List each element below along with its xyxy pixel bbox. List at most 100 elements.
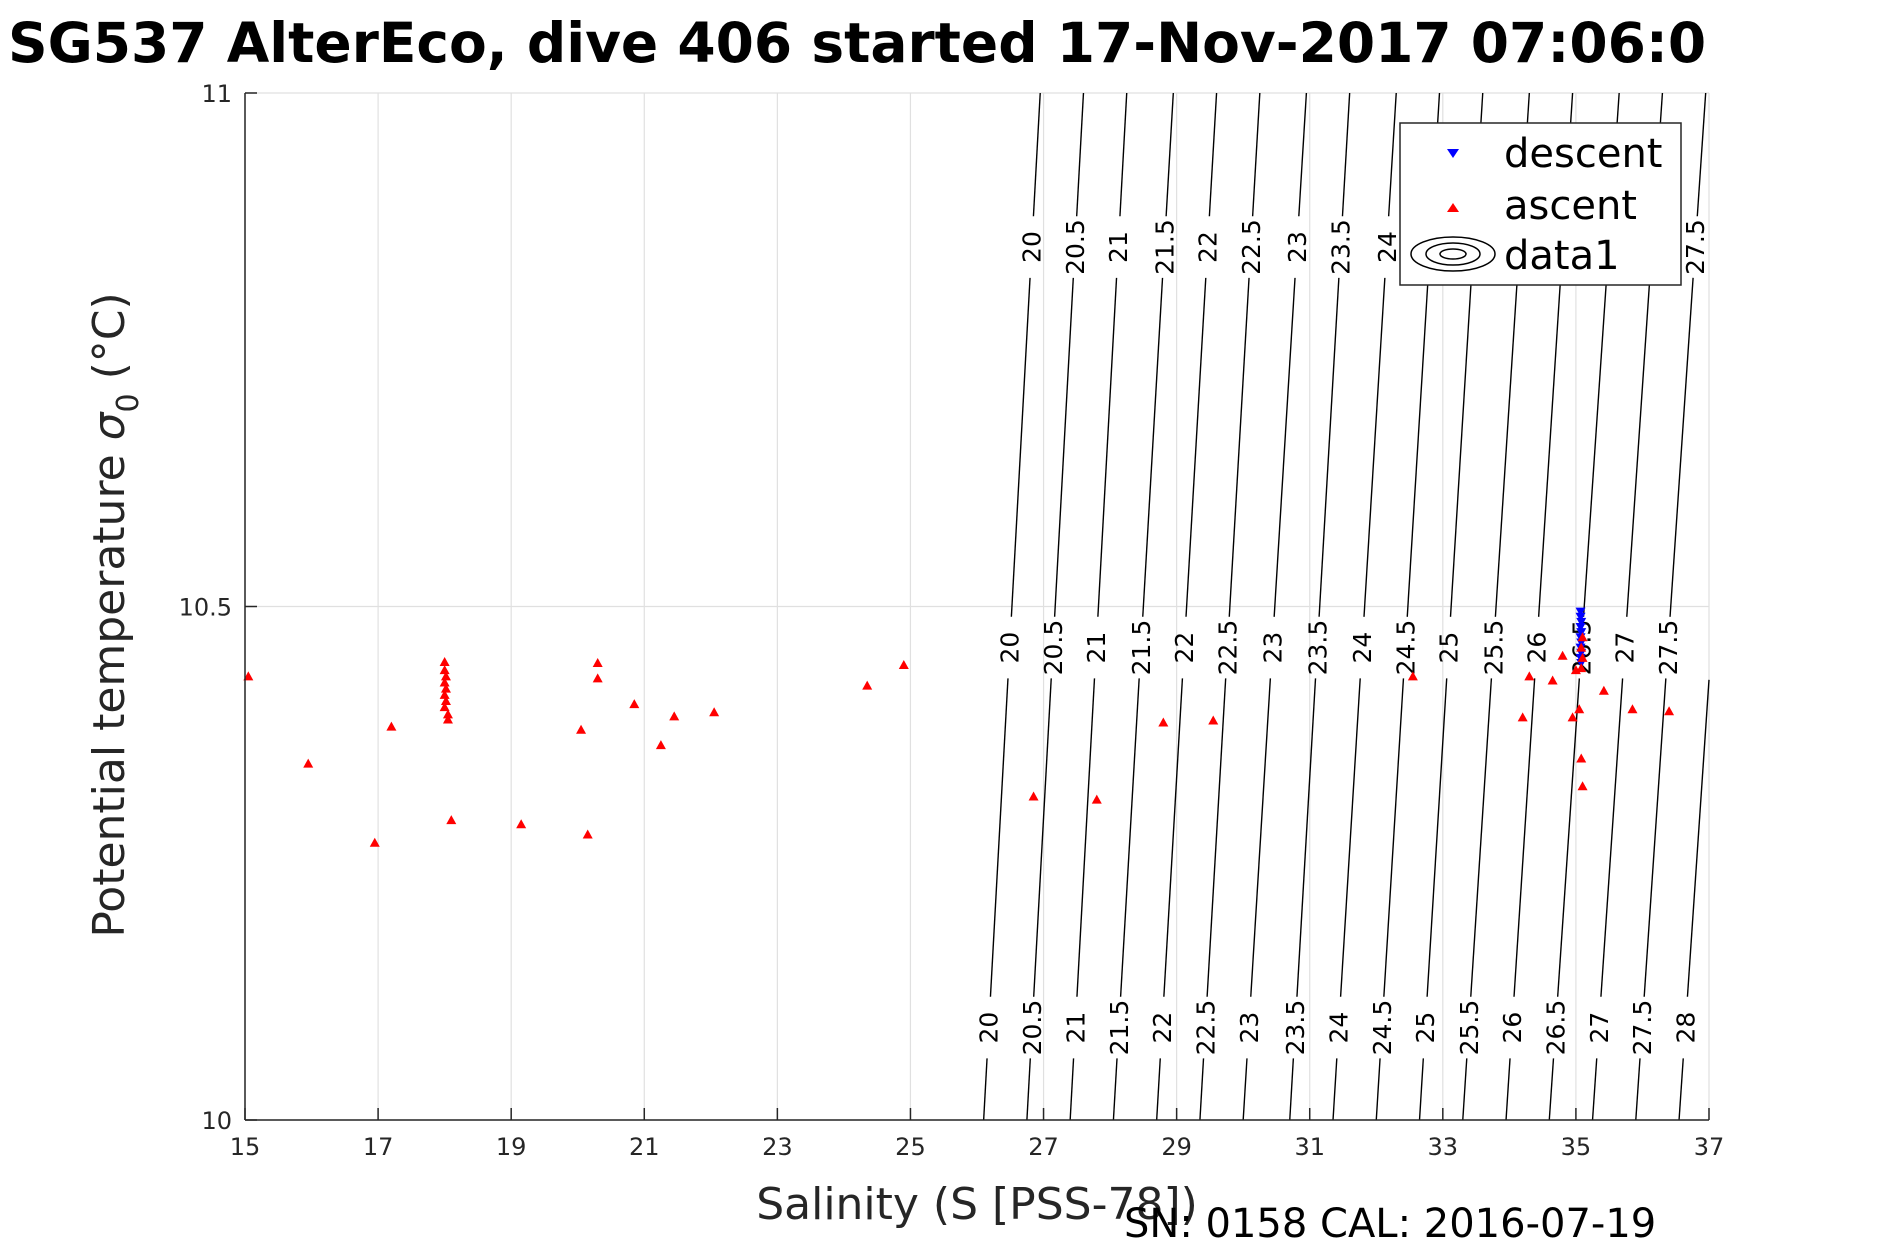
contour-label: 27	[1585, 1012, 1614, 1044]
contour-line	[1119, 92, 1128, 217]
contour-line	[1363, 277, 1386, 617]
x-tick-label: 15	[230, 1133, 261, 1161]
ascent-point	[709, 707, 720, 717]
contour-line	[1208, 92, 1218, 217]
x-tick-label: 21	[629, 1133, 660, 1161]
contour-label: 22.5	[1237, 219, 1266, 275]
ascent-point	[1664, 706, 1675, 716]
contour-label: 24.5	[1368, 1000, 1397, 1056]
ascent-point	[1576, 753, 1587, 763]
contour-label: 27.5	[1628, 1000, 1657, 1056]
contour-label: 21.5	[1127, 620, 1156, 676]
ascent-point	[1576, 642, 1587, 652]
contour-line	[1032, 678, 1052, 997]
contour-label: 22.5	[1213, 620, 1242, 676]
contour-label: 20	[996, 632, 1025, 664]
legend-data1-label: data1	[1504, 233, 1620, 279]
contour-line	[1678, 1058, 1684, 1121]
contour-line	[1669, 277, 1694, 617]
contour-line	[1591, 1058, 1598, 1121]
ascent-point	[439, 665, 450, 675]
contour-label: 22	[1148, 1012, 1177, 1044]
legend-ascent-label: ascent	[1504, 183, 1637, 229]
contour-line	[1332, 1058, 1338, 1121]
x-tick-label: 23	[762, 1133, 793, 1161]
x-tick-label: 25	[895, 1133, 926, 1161]
ascent-point	[1557, 650, 1568, 660]
ascent-point	[369, 837, 380, 847]
y-tick-labels: 10 10.5 11	[179, 80, 232, 1135]
ascent-point	[303, 758, 314, 768]
descent-point	[1575, 612, 1586, 622]
x-tick-label: 19	[496, 1133, 527, 1161]
ascent-point	[592, 657, 603, 667]
ascent-point	[1407, 671, 1418, 681]
contour-line	[1513, 678, 1536, 997]
y-axis-label-sigma: σ	[84, 411, 135, 440]
contour-line	[1251, 92, 1261, 217]
ascent-point	[442, 714, 453, 724]
y-axis-label-unit: (°C)	[84, 292, 135, 393]
contour-line	[1556, 678, 1581, 997]
contour-label: 23.5	[1327, 219, 1356, 275]
contour-line	[1383, 678, 1405, 997]
ascent-point	[439, 702, 450, 712]
contour-label: 21	[1104, 231, 1133, 263]
contour-line	[1298, 92, 1308, 217]
contour-line	[1199, 1058, 1205, 1121]
x-tick-label: 27	[1028, 1133, 1059, 1161]
ascent-point	[446, 815, 457, 825]
descent-point	[1576, 617, 1587, 627]
ascent-point	[1627, 704, 1638, 714]
ascent-point	[1028, 791, 1039, 801]
ascent-point	[1577, 652, 1588, 662]
x-tick-label: 31	[1294, 1133, 1325, 1161]
descent-point	[1576, 628, 1587, 638]
contour-line	[1449, 277, 1473, 617]
y-tick-label: 10.5	[179, 594, 232, 622]
contour-label: 25.5	[1479, 620, 1508, 676]
legend-ascent-marker	[1447, 203, 1459, 212]
chart-title: SG537 AlterEco, dive 406 started 17-Nov-…	[8, 11, 1706, 75]
contour-line	[1097, 277, 1118, 617]
contour-line	[1155, 1058, 1161, 1121]
ascent-point	[1517, 712, 1528, 722]
contour-line	[1686, 679, 1710, 997]
density-contours	[982, 92, 1710, 1121]
contour-label: 20	[1018, 231, 1047, 263]
contour-line	[1341, 92, 1351, 217]
contour-line	[1165, 92, 1175, 217]
contour-line	[1242, 1058, 1248, 1121]
contour-line	[1289, 1058, 1295, 1121]
contour-line	[1206, 678, 1227, 997]
x-tick-labels: 15 17 19 21 23 25 27 29 31 33 35 37	[230, 1133, 1725, 1161]
contour-line	[1387, 92, 1397, 217]
contour-line	[1582, 277, 1608, 617]
contour-line	[1548, 1058, 1555, 1121]
descent-point	[1575, 607, 1586, 617]
ascent-point	[592, 673, 603, 683]
contour-line	[1250, 678, 1272, 997]
ascent-point	[629, 699, 640, 709]
ascent-point	[1576, 663, 1587, 673]
y-tick-label: 10	[201, 1107, 232, 1135]
ascent-point	[1567, 712, 1578, 722]
grid-lines	[244, 92, 1710, 1121]
contour-line	[1600, 678, 1624, 997]
axes	[244, 92, 1710, 1121]
ascent-point	[862, 680, 873, 690]
contour-label: 21	[1082, 632, 1111, 664]
contour-label: 24	[1373, 231, 1402, 263]
contour-label: 23	[1235, 1012, 1264, 1044]
x-tick-label: 17	[363, 1133, 394, 1161]
contour-line	[1643, 678, 1667, 997]
contour-line	[1273, 277, 1296, 617]
contour-line	[1163, 678, 1184, 997]
ascent-point	[1577, 632, 1588, 642]
x-axis-label: Salinity (S [PSS-78])	[756, 1179, 1198, 1230]
x-tick-label: 33	[1428, 1133, 1459, 1161]
x-tick-label: 35	[1561, 1133, 1592, 1161]
contour-label: 27.5	[1681, 219, 1710, 275]
ascent-point	[1574, 704, 1585, 714]
